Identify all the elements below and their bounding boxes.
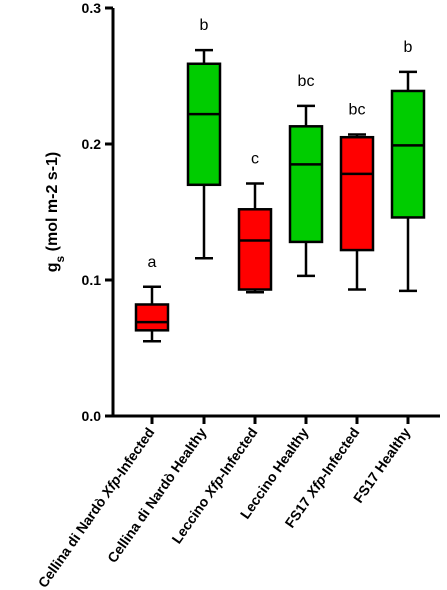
y-tick-label: 0.1 [82,272,102,288]
significance-letter: a [148,254,157,271]
x-category-label: Cellina di Nardò Healthy [104,424,210,565]
significance-letter: b [404,39,413,56]
y-tick-label: 0.0 [82,408,102,424]
y-tick-label: 0.2 [82,136,102,152]
box-iqr [288,125,324,244]
box-iqr [390,89,426,219]
x-category-label: Leccino Xfp-Infected [168,425,260,547]
y-axis-label-rest: (mol m-2 s-1) [44,152,61,256]
box-6: b [390,39,426,293]
significance-letter: bc [349,101,366,118]
y-axis-label-sub: s [53,255,67,262]
box-5: bc [339,101,375,291]
box-3: c [237,150,273,294]
significance-letter: c [251,150,259,167]
significance-letter: bc [298,73,315,90]
y-tick-label: 0.3 [82,0,102,16]
significance-letter: b [200,17,209,34]
svg-text:gs (mol m-2 s-1): gs (mol m-2 s-1) [44,152,67,272]
box-iqr [186,62,222,187]
box-iqr [237,208,273,291]
box-4: bc [288,73,324,278]
box-1: a [134,254,170,343]
box-iqr [134,303,170,332]
box-2: b [186,17,222,260]
box-iqr [339,135,375,252]
y-axis-label-main: g [44,262,61,272]
y-axis-label: gs (mol m-2 s-1) [44,152,67,272]
